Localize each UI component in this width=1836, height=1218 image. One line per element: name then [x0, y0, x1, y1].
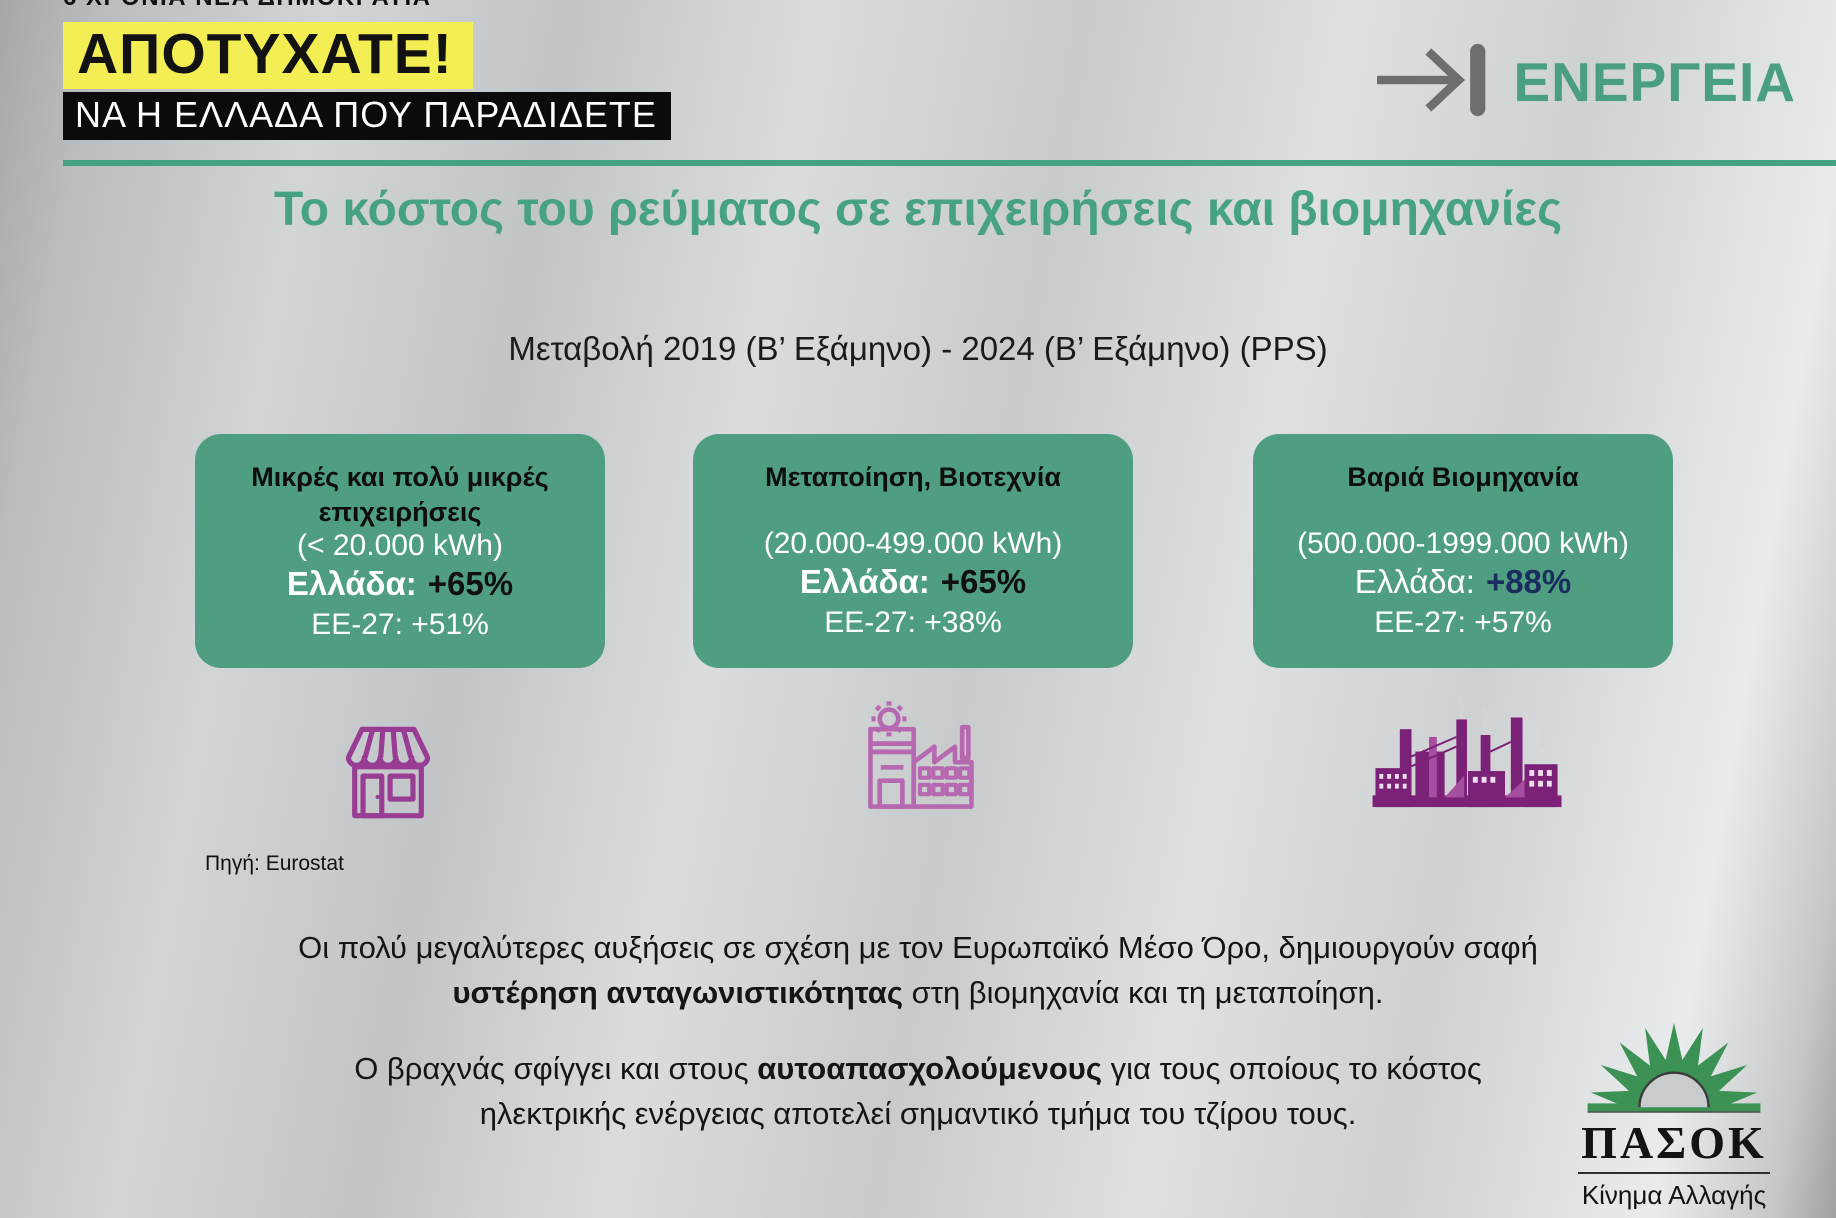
greece-value: +88%: [1485, 562, 1572, 600]
source-note: Πηγή: Eurostat: [205, 852, 344, 875]
storefront-icon: [336, 720, 440, 829]
card-consumption-range: (< 20.000 kWh): [297, 529, 503, 563]
page-subtitle: Μεταβολή 2019 (Β’ Εξάμηνο) - 2024 (Β’ Εξ…: [508, 330, 1328, 367]
greece-label: Ελλάδα:: [1354, 562, 1475, 600]
eu-stat-line: ΕΕ-27: +38%: [824, 606, 1002, 639]
greece-label: Ελλάδα:: [286, 565, 417, 603]
paragraph-competitiveness: Οι πολύ μεγαλύτερες αυξήσεις σε σχέση με…: [298, 930, 1538, 1011]
body-text: Οι πολύ μεγαλύτερες αυξήσεις σε σχέση με…: [0, 925, 1836, 1166]
card-title: Μικρές και πολύ μικρές επιχειρήσεις: [251, 462, 549, 527]
paragraph-self-employed: Ο βραχνάς σφίγγει και στους αυτοαπασχολο…: [354, 1050, 1482, 1131]
greece-stat-line: Ελλάδα: +88%: [1355, 561, 1572, 602]
page-title: Το κόστος του ρεύματος σε επιχειρήσεις κ…: [273, 183, 1563, 236]
header-divider: [63, 160, 1836, 166]
card-consumption-range: (20.000-499.000 kWh): [763, 526, 1063, 560]
topic-brand: ΕΝΕΡΓΕΙΑ: [1373, 42, 1796, 123]
sun-icon: [1578, 1022, 1770, 1118]
greece-label: Ελλάδα:: [799, 562, 930, 600]
greece-value: +65%: [940, 562, 1027, 600]
pasok-tagline: Κίνημα Αλλαγής: [1581, 1180, 1767, 1211]
eu-stat-line: ΕΕ-27: +57%: [1374, 606, 1552, 639]
top-cutoff-text: 6 ΧΡΟΝΙΑ ΝΕΑ ΔΗΜΟΚΡΑΤΙΑ: [63, 0, 431, 12]
arrow-bar-icon: [1373, 42, 1497, 123]
card-title: Μεταποίηση, Βιοτεχνία: [765, 462, 1061, 492]
subheadline-banner: ΝΑ Η ΕΛΛΑΔΑ ΠΟΥ ΠΑΡΑΔΙΔΕΤΕ: [63, 92, 671, 141]
card-heavy-industry: Βαριά Βιομηχανία (500.000-1999.000 kWh) …: [1253, 434, 1673, 668]
eu-stat-line: ΕΕ-27: +51%: [311, 608, 489, 642]
headline-banner: ΑΠΟΤΥΧΑΤΕ!: [63, 22, 473, 89]
card-consumption-range: (500.000-1999.000 kWh): [1297, 526, 1629, 560]
greece-stat-line: Ελλάδα: +65%: [287, 563, 513, 604]
greece-value: +65%: [427, 565, 514, 603]
heavy-industry-icon: [1368, 696, 1568, 815]
greece-stat-line: Ελλάδα: +65%: [800, 561, 1026, 602]
pasok-logo: ΠΑΣΟΚ Κίνημα Αλλαγής: [1578, 1016, 1770, 1211]
factory-icon: [856, 698, 990, 819]
card-small-business: Μικρές και πολύ μικρές επιχειρήσεις (< 2…: [195, 434, 605, 668]
pasok-name: ΠΑΣΟΚ: [1578, 1118, 1770, 1175]
topic-label: ΕΝΕΡΓΕΙΑ: [1513, 51, 1796, 113]
card-manufacturing: Μεταποίηση, Βιοτεχνία (20.000-499.000 kW…: [693, 434, 1133, 668]
card-title: Βαριά Βιομηχανία: [1347, 462, 1579, 492]
